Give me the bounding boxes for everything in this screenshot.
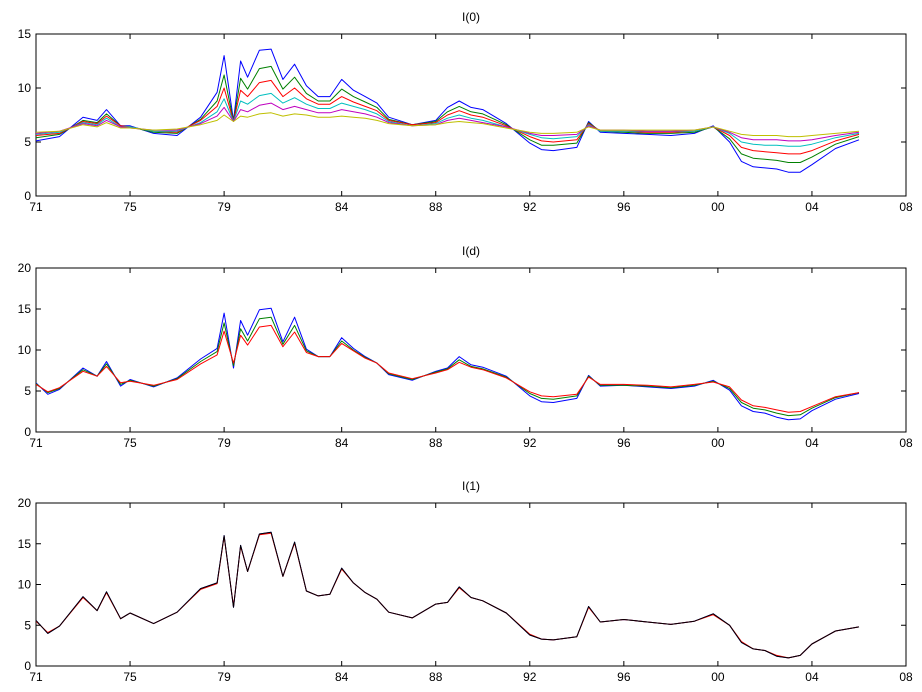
x-tick-label: 00: [711, 670, 725, 684]
x-tick-label: 88: [429, 200, 443, 214]
y-tick-label: 10: [18, 343, 32, 357]
x-tick-label: 75: [123, 200, 137, 214]
x-tick-label: 08: [899, 200, 913, 214]
chart-title: I(1): [462, 479, 480, 493]
chart-panel-1: 71 75 79 84 88 92 96 00 04 08 0 5 10 15 I(0): [18, 10, 913, 214]
series-line-1: [36, 307, 860, 421]
x-tick-label: 79: [217, 200, 231, 214]
x-tick-label: 84: [335, 200, 349, 214]
plot-area: [35, 267, 907, 433]
x-tick-label: 79: [217, 670, 231, 684]
x-tick-label: 84: [335, 436, 349, 450]
x-tick-label: 71: [29, 670, 43, 684]
x-tick-label: 08: [899, 670, 913, 684]
series-group: [36, 307, 860, 421]
x-tick-label: 88: [429, 670, 443, 684]
x-tick-label: 75: [123, 670, 137, 684]
y-tick-label: 0: [24, 189, 31, 203]
x-tick-label: 04: [805, 200, 819, 214]
x-tick-label: 71: [29, 436, 43, 450]
x-tick-label: 92: [523, 670, 537, 684]
y-tick-label: 5: [24, 618, 31, 632]
y-tick-label: 0: [24, 659, 31, 673]
x-tick-label: 96: [617, 200, 631, 214]
series-line-3: [36, 531, 860, 659]
series-line-2: [36, 316, 860, 417]
x-tick-label: 75: [123, 436, 137, 450]
y-tick-label: 10: [18, 578, 32, 592]
y-tick-label: 5: [24, 384, 31, 398]
y-tick-label: 20: [18, 496, 32, 510]
y-tick-label: 5: [24, 135, 31, 149]
y-tick-label: 10: [18, 81, 32, 95]
x-tick-label: 04: [805, 436, 819, 450]
x-tick-label: 00: [711, 200, 725, 214]
x-tick-label: 84: [335, 670, 349, 684]
x-tick-label: 96: [617, 670, 631, 684]
chart-panel-3: 71 75 79 84 88 92 96 00 04 08 0 5 10 15 20 I(1): [18, 479, 913, 684]
chart-panel-2: 71 75 79 84 88 92 96 00 04 08 0 5 10 15 20 I(d): [18, 244, 913, 450]
chart-title: I(0): [462, 10, 480, 24]
plot-area: [35, 502, 907, 667]
series-line-6: [36, 112, 860, 138]
series-group: [36, 531, 860, 659]
y-tick-label: 15: [18, 27, 32, 41]
x-tick-label: 79: [217, 436, 231, 450]
x-tick-label: 88: [429, 436, 443, 450]
y-tick-label: 15: [18, 537, 32, 551]
x-tick-label: 92: [523, 436, 537, 450]
x-tick-label: 00: [711, 436, 725, 450]
x-tick-label: 71: [29, 200, 43, 214]
y-tick-label: 0: [24, 425, 31, 439]
series-line-3: [36, 79, 860, 155]
y-tick-label: 20: [18, 261, 32, 275]
x-tick-label: 04: [805, 670, 819, 684]
series-group: [36, 48, 860, 173]
x-tick-label: 08: [899, 436, 913, 450]
y-tick-label: 15: [18, 302, 32, 316]
x-tick-label: 96: [617, 436, 631, 450]
series-line-3: [36, 324, 860, 413]
x-tick-label: 92: [523, 200, 537, 214]
chart-title: I(d): [462, 244, 480, 258]
